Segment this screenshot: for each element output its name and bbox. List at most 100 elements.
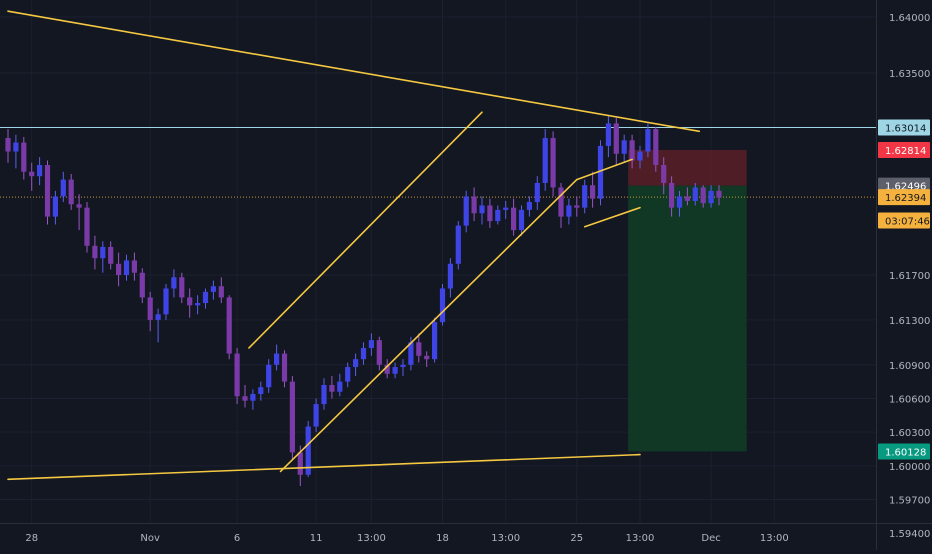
candle-77[interactable] [613, 117, 619, 165]
candle-40[interactable] [321, 378, 327, 410]
candle-36[interactable] [289, 376, 295, 461]
candle-49[interactable] [392, 362, 398, 379]
candle-59[interactable] [471, 187, 477, 222]
candle-72[interactable] [574, 196, 580, 217]
candle-24[interactable] [195, 295, 201, 315]
stop-loss-zone[interactable] [628, 149, 747, 186]
candle-42[interactable] [337, 373, 343, 397]
trendline-1[interactable] [7, 453, 641, 481]
candle-58[interactable] [463, 190, 469, 233]
candle-19[interactable] [155, 308, 161, 343]
candle-67[interactable] [534, 176, 540, 210]
candle-74[interactable] [590, 171, 596, 208]
candle-65[interactable] [518, 205, 525, 236]
candle-79[interactable] [629, 134, 635, 169]
trendlines[interactable] [7, 10, 701, 481]
candle-7[interactable] [60, 171, 66, 203]
candle-1[interactable] [13, 134, 19, 169]
candle-3[interactable] [29, 162, 35, 191]
candle-87[interactable] [692, 182, 698, 206]
candle-62[interactable] [495, 205, 501, 225]
position-zones[interactable] [628, 149, 747, 452]
candle-50[interactable] [400, 359, 406, 377]
trendline-0[interactable] [7, 10, 701, 133]
candle-48[interactable] [384, 359, 390, 379]
candle-23[interactable] [187, 288, 193, 318]
candle-0[interactable] [5, 129, 11, 163]
candle-13[interactable] [108, 241, 114, 270]
candle-70[interactable] [558, 182, 564, 228]
candle-10[interactable] [84, 202, 90, 253]
candle-55[interactable] [439, 283, 446, 326]
candle-30[interactable] [242, 385, 248, 408]
candle-41[interactable] [329, 376, 335, 399]
candle-85[interactable] [676, 190, 683, 217]
candle-66[interactable] [526, 196, 532, 217]
candle-6[interactable] [52, 190, 58, 225]
candle-90[interactable] [716, 185, 722, 206]
candles[interactable] [5, 115, 722, 487]
candle-84[interactable] [669, 176, 675, 217]
trendline-4[interactable] [575, 158, 633, 181]
candle-8[interactable] [68, 173, 74, 210]
candle-60[interactable] [479, 196, 485, 225]
candle-4[interactable] [37, 157, 43, 186]
time-axis[interactable] [0, 523, 876, 550]
candle-52[interactable] [416, 333, 422, 363]
candle-22[interactable] [179, 272, 185, 304]
trendline-3[interactable] [279, 178, 578, 473]
candle-39[interactable] [313, 398, 319, 433]
candle-15[interactable] [123, 254, 130, 281]
candle-27[interactable] [218, 277, 224, 304]
candle-5[interactable] [44, 160, 51, 225]
candle-71[interactable] [566, 198, 572, 225]
candle-46[interactable] [368, 333, 374, 356]
candle-33[interactable] [266, 359, 272, 393]
candle-81[interactable] [645, 123, 651, 158]
candle-54[interactable] [432, 317, 438, 363]
candle-38[interactable] [305, 420, 311, 478]
candle-57[interactable] [455, 221, 461, 270]
candle-86[interactable] [684, 187, 690, 206]
candle-9[interactable] [76, 194, 82, 231]
candle-75[interactable] [597, 140, 604, 206]
candle-73[interactable] [582, 179, 588, 214]
take-profit-zone[interactable] [628, 185, 747, 452]
candle-31[interactable] [250, 389, 256, 410]
candle-69[interactable] [550, 131, 556, 197]
candle-25[interactable] [202, 288, 209, 309]
trendline-2[interactable] [248, 111, 483, 349]
trendline-5[interactable] [583, 206, 641, 228]
candle-64[interactable] [511, 198, 517, 236]
candle-44[interactable] [353, 353, 359, 377]
candle-14[interactable] [116, 252, 122, 287]
candle-80[interactable] [637, 145, 643, 169]
candle-83[interactable] [661, 157, 667, 195]
candle-34[interactable] [274, 344, 280, 371]
candle-56[interactable] [447, 258, 453, 298]
candle-2[interactable] [21, 136, 27, 180]
candle-35[interactable] [281, 350, 288, 388]
candle-20[interactable] [163, 283, 169, 320]
candle-89[interactable] [708, 185, 714, 208]
candle-63[interactable] [503, 200, 509, 219]
candle-11[interactable] [92, 235, 98, 270]
candle-78[interactable] [621, 134, 627, 163]
candle-45[interactable] [360, 342, 367, 365]
candle-43[interactable] [345, 362, 351, 388]
candle-12[interactable] [100, 241, 106, 273]
candle-47[interactable] [376, 336, 382, 371]
candle-29[interactable] [234, 347, 240, 405]
candle-68[interactable] [542, 129, 548, 191]
candle-17[interactable] [139, 268, 145, 304]
candle-18[interactable] [147, 291, 153, 332]
candle-61[interactable] [487, 198, 493, 228]
candle-82[interactable] [653, 126, 659, 172]
candle-16[interactable] [131, 252, 137, 281]
candle-76[interactable] [605, 115, 611, 158]
candle-88[interactable] [700, 185, 706, 208]
candle-53[interactable] [424, 351, 430, 368]
candle-26[interactable] [210, 280, 216, 300]
